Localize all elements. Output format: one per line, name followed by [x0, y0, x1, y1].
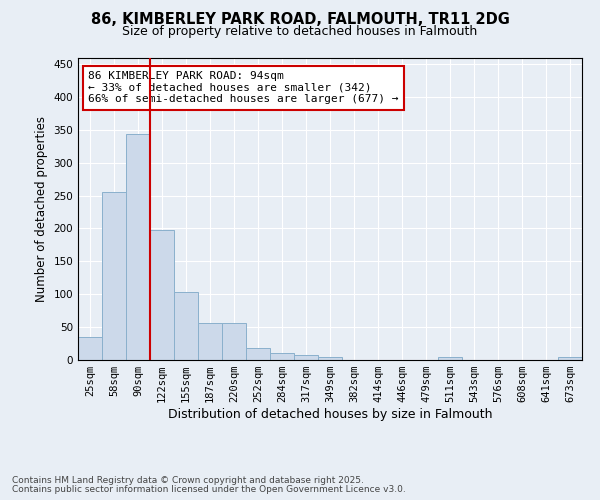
- X-axis label: Distribution of detached houses by size in Falmouth: Distribution of detached houses by size …: [168, 408, 492, 421]
- Text: 86 KIMBERLEY PARK ROAD: 94sqm
← 33% of detached houses are smaller (342)
66% of : 86 KIMBERLEY PARK ROAD: 94sqm ← 33% of d…: [88, 71, 398, 104]
- Text: 86, KIMBERLEY PARK ROAD, FALMOUTH, TR11 2DG: 86, KIMBERLEY PARK ROAD, FALMOUTH, TR11 …: [91, 12, 509, 28]
- Bar: [318, 356, 342, 360]
- Bar: [558, 358, 582, 360]
- Bar: [126, 134, 150, 360]
- Bar: [78, 337, 102, 360]
- Bar: [222, 322, 246, 360]
- Bar: [246, 348, 270, 360]
- Bar: [150, 230, 174, 360]
- Text: Size of property relative to detached houses in Falmouth: Size of property relative to detached ho…: [122, 25, 478, 38]
- Text: Contains public sector information licensed under the Open Government Licence v3: Contains public sector information licen…: [12, 485, 406, 494]
- Y-axis label: Number of detached properties: Number of detached properties: [35, 116, 48, 302]
- Text: Contains HM Land Registry data © Crown copyright and database right 2025.: Contains HM Land Registry data © Crown c…: [12, 476, 364, 485]
- Bar: [102, 192, 126, 360]
- Bar: [198, 322, 222, 360]
- Bar: [174, 292, 198, 360]
- Bar: [270, 354, 294, 360]
- Bar: [438, 358, 462, 360]
- Bar: [294, 356, 318, 360]
